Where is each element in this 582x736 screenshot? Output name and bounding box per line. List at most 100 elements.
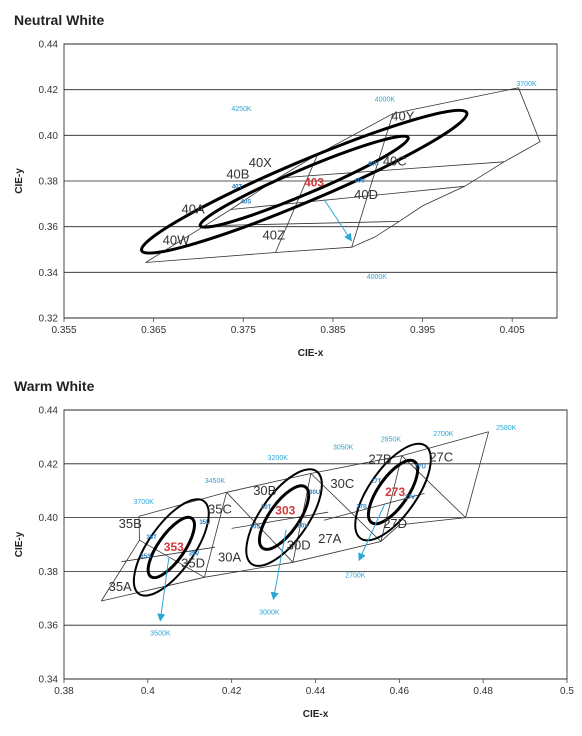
plot-frame xyxy=(63,409,568,680)
y-tick-label: 0.42 xyxy=(39,85,59,96)
y-tick-label: 0.38 xyxy=(39,567,59,578)
bin-label: 27D xyxy=(383,516,407,531)
bin-boundary-line xyxy=(230,185,465,210)
x-tick-label: 0.44 xyxy=(306,686,326,697)
bin-label: 40C xyxy=(383,153,407,168)
bin-boundary-line xyxy=(278,161,505,179)
chart-panel-1: 0.34 0.36 0.38 0.40 0.42 0.44 0.38 0.4 0.42 0.44 0… xyxy=(14,406,574,721)
bin-label: 40B xyxy=(226,166,249,181)
bin-label: 30B xyxy=(253,483,276,498)
y-tick-label: 0.34 xyxy=(39,268,59,279)
cct-label: 2580K xyxy=(496,425,517,432)
x-tick-label: 0.4 xyxy=(141,686,155,697)
bin-label: 35D xyxy=(181,556,205,571)
sub-bin-label: 35S xyxy=(140,554,151,560)
sub-bin-label: 35V xyxy=(189,551,200,557)
bin-boundary-line xyxy=(145,87,519,263)
x-tick-label: 0.375 xyxy=(231,325,256,336)
bin-label: 40D xyxy=(354,187,378,202)
warm-white-title: Warm White xyxy=(14,378,95,394)
macadam-ellipse xyxy=(146,515,196,580)
x-tick-label: 0.38 xyxy=(54,686,74,697)
cct-label: 3450K xyxy=(205,478,226,485)
y-tick-label: 0.44 xyxy=(39,40,59,51)
sub-bin-label: 30U xyxy=(309,490,320,496)
cct-label: 2850K xyxy=(381,436,402,443)
y-axis-label: CIE-y xyxy=(14,531,25,557)
bin-boundary-line xyxy=(231,511,329,529)
macadam-ellipse xyxy=(354,442,432,542)
x-tick-label: 0.405 xyxy=(500,325,525,336)
x-tick-label: 0.385 xyxy=(320,325,345,336)
sub-bin-label: 40T xyxy=(232,184,243,190)
y-tick-label: 0.40 xyxy=(39,131,59,142)
sub-bin-label: 30V xyxy=(298,523,309,529)
sub-bin-label: 40S xyxy=(241,200,252,206)
x-tick-label: 0.46 xyxy=(390,686,410,697)
bin-label: 30A xyxy=(218,549,241,564)
cct-arrow xyxy=(358,503,386,562)
sub-bin-label: 27T xyxy=(371,479,382,485)
bin-label: 40Z xyxy=(263,227,285,242)
cct-label: 4000K xyxy=(375,97,396,104)
y-tick-label: 0.38 xyxy=(39,177,59,188)
center-bin-label: 273 xyxy=(385,485,405,499)
cct-label: 3700K xyxy=(134,499,155,506)
chart-panel-0: 0.32 0.34 0.36 0.38 0.40 0.42 0.44 0.355 0.365 0.… xyxy=(14,40,558,359)
bin-boundary-line xyxy=(204,492,227,578)
macadam-ellipse xyxy=(132,498,210,597)
x-axis-label: CIE-x xyxy=(303,709,329,720)
x-tick-label: 0.395 xyxy=(410,325,435,336)
y-tick-label: 0.44 xyxy=(39,406,59,417)
cct-label: 3200K xyxy=(268,455,289,462)
bin-label: 35A xyxy=(109,579,132,594)
bin-label: 27A xyxy=(318,531,341,546)
sub-bin-label: 35T xyxy=(146,535,157,541)
bin-label: 30C xyxy=(330,476,354,491)
macadam-ellipse xyxy=(139,108,469,255)
bin-boundary-line xyxy=(204,221,400,227)
cct-label: 2700K xyxy=(345,573,366,580)
macadam-ellipse xyxy=(257,484,311,551)
sub-bin-label: 27V xyxy=(404,495,415,501)
x-tick-label: 0.48 xyxy=(473,686,493,697)
sub-bin-label: 40U xyxy=(368,161,379,167)
cct-arrow xyxy=(157,557,170,622)
cct-label: 4250K xyxy=(231,106,252,113)
sub-bin-label: 30S xyxy=(250,524,261,530)
macadam-ellipse xyxy=(245,468,323,567)
bin-boundary-line xyxy=(121,546,215,563)
bin-label: 35C xyxy=(208,502,232,517)
bin-label: 35B xyxy=(119,516,142,531)
cct-label: 3500K xyxy=(150,631,171,638)
x-axis-label: CIE-x xyxy=(298,348,324,359)
bin-boundary-line xyxy=(145,87,541,263)
neutral-white-title: Neutral White xyxy=(14,12,105,28)
bin-label: 40W xyxy=(163,232,190,247)
y-axis-label: CIE-y xyxy=(14,168,25,194)
cct-arrow xyxy=(270,529,287,601)
cct-label: 3700K xyxy=(516,81,537,88)
y-tick-label: 0.40 xyxy=(39,513,59,524)
x-tick-label: 0.355 xyxy=(51,325,76,336)
cct-label: 3000K xyxy=(259,610,280,617)
center-bin-label: 353 xyxy=(164,540,184,554)
sub-bin-label: 40V xyxy=(354,178,365,184)
bin-boundary-line xyxy=(401,455,466,518)
bin-label: 27C xyxy=(429,449,453,464)
x-tick-label: 0.5 xyxy=(560,686,574,697)
bin-boundary-line xyxy=(139,539,205,578)
y-tick-label: 0.34 xyxy=(39,675,59,686)
bin-boundary-line xyxy=(351,113,394,248)
y-tick-label: 0.32 xyxy=(39,314,59,325)
y-tick-label: 0.36 xyxy=(39,621,59,632)
macadam-ellipse xyxy=(198,134,410,229)
bin-boundary-line xyxy=(275,154,319,253)
macadam-ellipse xyxy=(366,458,420,526)
cct-label: 4000K xyxy=(367,274,388,281)
sub-bin-label: 27U xyxy=(415,464,426,470)
sub-bin-label: 30T xyxy=(261,505,272,511)
bin-label: 40X xyxy=(249,155,272,170)
y-tick-label: 0.36 xyxy=(39,222,59,233)
